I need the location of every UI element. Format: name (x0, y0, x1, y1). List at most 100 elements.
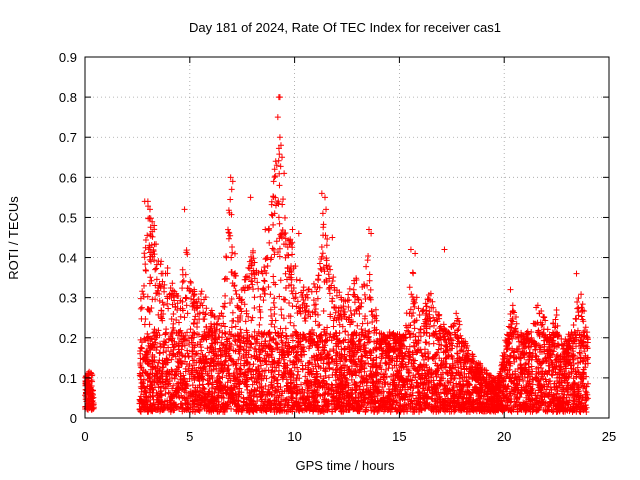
data-point (245, 313, 252, 320)
data-point (89, 405, 96, 412)
data-point (513, 347, 520, 354)
data-point (526, 380, 533, 387)
data-point (569, 381, 576, 388)
data-point (452, 364, 459, 371)
data-point (272, 329, 279, 336)
data-point (421, 405, 428, 412)
data-point (249, 249, 256, 256)
data-point (344, 389, 351, 396)
data-point (477, 360, 484, 367)
data-point (457, 332, 464, 339)
data-point (258, 377, 265, 384)
data-point (145, 246, 152, 253)
data-point (379, 404, 386, 411)
data-point (244, 332, 251, 339)
data-point (270, 373, 277, 380)
data-point (164, 300, 171, 307)
data-point (165, 336, 172, 343)
data-point (137, 305, 144, 312)
data-point (196, 394, 203, 401)
data-point (386, 352, 393, 359)
data-point (287, 357, 294, 364)
data-point (386, 361, 393, 368)
data-point (411, 342, 418, 349)
data-point (529, 381, 536, 388)
data-point (547, 384, 554, 391)
data-point (367, 404, 374, 411)
data-point (541, 346, 548, 353)
data-point (262, 256, 269, 263)
data-point (533, 353, 540, 360)
data-point (422, 339, 429, 346)
data-point (454, 359, 461, 366)
data-point (535, 377, 542, 384)
data-point (248, 340, 255, 347)
data-point (261, 267, 268, 274)
data-point (193, 350, 200, 357)
data-point (571, 398, 578, 405)
data-point (287, 313, 294, 320)
data-point (294, 310, 301, 317)
data-point (220, 368, 227, 375)
data-point (381, 370, 388, 377)
data-point (512, 354, 519, 361)
data-point (356, 310, 363, 317)
data-point (277, 325, 284, 332)
data-point (546, 389, 553, 396)
data-point (327, 311, 334, 318)
data-point (358, 373, 365, 380)
data-point (288, 389, 295, 396)
data-point (305, 345, 312, 352)
data-point (282, 333, 289, 340)
data-point (249, 314, 256, 321)
data-point (429, 396, 436, 403)
data-point (288, 288, 295, 295)
data-point (478, 386, 485, 393)
data-point (180, 277, 187, 284)
data-point (147, 224, 154, 231)
data-point (174, 306, 181, 313)
data-point (443, 354, 450, 361)
data-point (290, 284, 297, 291)
data-point (578, 304, 585, 311)
data-point (322, 367, 329, 374)
data-point (231, 283, 238, 290)
data-point (299, 366, 306, 373)
data-point (240, 285, 247, 292)
data-point (264, 263, 271, 270)
data-point (366, 277, 373, 284)
data-point (216, 345, 223, 352)
data-point (565, 352, 572, 359)
data-point (363, 372, 370, 379)
data-point (154, 290, 161, 297)
data-point (275, 360, 282, 367)
data-point (350, 352, 357, 359)
data-point (316, 284, 323, 291)
data-point (416, 311, 423, 318)
data-point (139, 339, 146, 346)
data-point (153, 261, 160, 268)
data-point (310, 365, 317, 372)
data-point (230, 347, 237, 354)
data-point (271, 295, 278, 302)
data-point (536, 360, 543, 367)
data-point (342, 375, 349, 382)
data-point (227, 299, 234, 306)
data-point (188, 334, 195, 341)
data-point (182, 295, 189, 302)
data-point (276, 245, 283, 252)
data-point (405, 368, 412, 375)
data-point (361, 315, 368, 322)
data-point (226, 230, 233, 237)
data-point (396, 331, 403, 338)
data-point (324, 324, 331, 331)
data-point (181, 395, 188, 402)
data-point (455, 326, 462, 333)
data-point (584, 380, 591, 387)
data-point (281, 365, 288, 372)
data-point (235, 336, 242, 343)
data-point (437, 389, 444, 396)
data-point (320, 396, 327, 403)
data-point (299, 301, 306, 308)
data-point (422, 318, 429, 325)
